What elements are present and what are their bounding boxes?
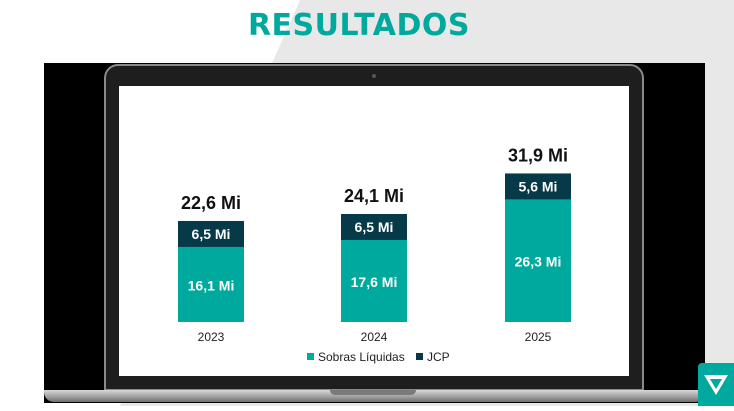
total-label-2023: 22,6 Mi [181,193,241,213]
laptop-base [44,390,705,402]
total-label-2024: 24,1 Mi [344,186,404,206]
brand-logo-icon [704,375,728,395]
data-label-sobras-2023: 16,1 Mi [188,277,235,293]
bar-jcp-2023 [178,220,244,247]
data-label-jcp-2023: 6,5 Mi [192,226,231,242]
bar-sobras-2024 [341,239,407,322]
x-tick-label-2024: 2024 [361,330,388,344]
legend-label-jcp: JCP [427,350,450,364]
x-tick-label-2023: 2023 [198,330,225,344]
legend-swatch-jcp [416,353,423,360]
bar-jcp-2025 [505,173,571,200]
legend-label-sobras: Sobras Líquidas [318,350,405,364]
bar-sobras-2023 [178,246,244,322]
data-label-sobras-2024: 17,6 Mi [351,274,398,290]
stacked-bar-chart: 16,1 Mi 6,5 Mi 22,6 Mi 2023 17,6 Mi 6,5 Mi 24,… [178,145,571,364]
webcam-dot [372,74,376,78]
data-label-jcp-2024: 6,5 Mi [355,219,394,235]
data-label-sobras-2025: 26,3 Mi [515,254,562,270]
brand-logo[interactable] [698,363,734,406]
total-label-2025: 31,9 Mi [508,145,568,165]
legend-swatch-sobras [307,353,314,360]
bar-sobras-2025 [505,199,571,322]
bar-jcp-2024 [341,213,407,240]
x-tick-label-2025: 2025 [525,330,552,344]
page-title: RESULTADOS [247,8,471,43]
laptop-base-notch [330,390,416,395]
data-label-jcp-2025: 5,6 Mi [519,178,558,194]
